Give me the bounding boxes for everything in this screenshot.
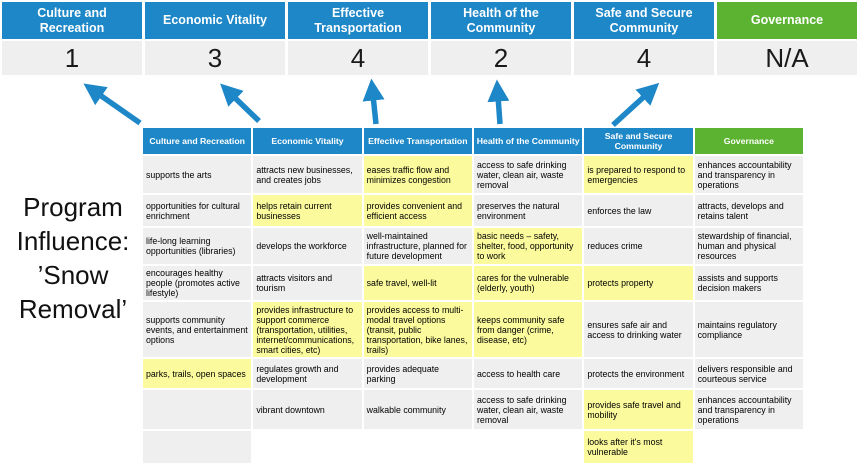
matrix-cell-r6c1: parks, trails, open spaces	[143, 359, 251, 388]
priority-score-safe-and-secure-community: 4	[574, 41, 714, 75]
matrix-cell-r8c6	[695, 431, 803, 463]
matrix-cell-r1c6: enhances accountability and transparency…	[695, 156, 803, 193]
matrix-cell-r2c5: enforces the law	[584, 195, 692, 226]
priority-header-effective-transportation: Effective Transportation	[288, 2, 428, 39]
matrix-header-safe-and-secure-community: Safe and Secure Community	[584, 128, 692, 154]
priority-score-culture-and-recreation: 1	[2, 41, 142, 75]
matrix-cell-r5c1: supports community events, and entertain…	[143, 302, 251, 357]
matrix-cell-r1c1: supports the arts	[143, 156, 251, 193]
influence-arrow-3	[373, 95, 376, 124]
matrix-cell-r3c3: well-maintained infrastructure, planned …	[364, 228, 472, 264]
program-title-line-2: Influence:	[0, 224, 146, 258]
matrix-cell-r2c2: helps retain current businesses	[253, 195, 361, 226]
matrix-cell-r3c6: stewardship of financial, human and phys…	[695, 228, 803, 264]
matrix-cell-r7c3: walkable community	[364, 390, 472, 429]
matrix-cell-r2c6: attracts, develops and retains talent	[695, 195, 803, 226]
matrix-cell-r8c4	[474, 431, 582, 463]
priority-header-economic-vitality: Economic Vitality	[145, 2, 285, 39]
priority-header-governance: Governance	[717, 2, 857, 39]
matrix-cell-r3c5: reduces crime	[584, 228, 692, 264]
matrix-cell-r3c4: basic needs – safety, shelter, food, opp…	[474, 228, 582, 264]
influence-arrow-1	[97, 93, 140, 123]
matrix-header-economic-vitality: Economic Vitality	[253, 128, 361, 154]
matrix-cell-r7c6: enhances accountability and transparency…	[695, 390, 803, 429]
priority-score-health-of-the-community: 2	[431, 41, 571, 75]
matrix-cell-r8c3	[364, 431, 472, 463]
matrix-header-health-of-the-community: Health of the Community	[474, 128, 582, 154]
matrix-table: Culture and RecreationEconomic VitalityE…	[143, 128, 803, 463]
influence-arrow-5	[613, 94, 647, 125]
matrix-cell-r6c3: provides adequate parking	[364, 359, 472, 388]
matrix-header-governance: Governance	[695, 128, 803, 154]
matrix-cell-r4c2: attracts visitors and tourism	[253, 266, 361, 300]
matrix-cell-r8c1	[143, 431, 251, 463]
matrix-cell-r6c4: access to health care	[474, 359, 582, 388]
matrix-cell-r2c3: provides convenient and efficient access	[364, 195, 472, 226]
matrix-cell-r5c5: ensures safe air and access to drinking …	[584, 302, 692, 357]
matrix-cell-r6c2: regulates growth and development	[253, 359, 361, 388]
matrix-cell-r2c4: preserves the natural environment	[474, 195, 582, 226]
matrix-cell-r5c3: provides access to multi-modal travel op…	[364, 302, 472, 357]
matrix-cell-r3c2: develops the workforce	[253, 228, 361, 264]
influence-arrow-4	[498, 96, 500, 124]
matrix-cell-r4c4: cares for the vulnerable (elderly, youth…	[474, 266, 582, 300]
program-title-line-1: Program	[0, 190, 146, 224]
matrix-cell-r5c4: keeps community safe from danger (crime,…	[474, 302, 582, 357]
matrix-cell-r4c1: encourages healthy people (promotes acti…	[143, 266, 251, 300]
matrix-cell-r2c1: opportunities for cultural enrichment	[143, 195, 251, 226]
priority-score-effective-transportation: 4	[288, 41, 428, 75]
matrix-cell-r6c5: protects the environment	[584, 359, 692, 388]
matrix-cell-r7c5: provides safe travel and mobility	[584, 390, 692, 429]
program-title-line-4: Removal’	[0, 292, 146, 326]
matrix-cell-r8c2	[253, 431, 361, 463]
matrix-header-culture-and-recreation: Culture and Recreation	[143, 128, 251, 154]
program-title-line-3: ’Snow	[0, 258, 146, 292]
matrix-cell-r1c4: access to safe drinking water, clean air…	[474, 156, 582, 193]
matrix-cell-r1c3: eases traffic flow and minimizes congest…	[364, 156, 472, 193]
matrix-cell-r1c2: attracts new businesses, and creates job…	[253, 156, 361, 193]
matrix-cell-r7c4: access to safe drinking water, clean air…	[474, 390, 582, 429]
matrix-cell-r4c5: protects property	[584, 266, 692, 300]
priority-summary: Culture and RecreationEconomic VitalityE…	[2, 2, 857, 75]
priority-header-culture-and-recreation: Culture and Recreation	[2, 2, 142, 39]
matrix-cell-r6c6: delivers responsible and courteous servi…	[695, 359, 803, 388]
priority-header-safe-and-secure-community: Safe and Secure Community	[574, 2, 714, 39]
matrix-cell-r5c2: provides infrastructure to support comme…	[253, 302, 361, 357]
matrix-header-effective-transportation: Effective Transportation	[364, 128, 472, 154]
slide: Culture and RecreationEconomic VitalityE…	[0, 0, 859, 465]
matrix-cell-r8c5: looks after it's most vulnerable	[584, 431, 692, 463]
priority-header-health-of-the-community: Health of the Community	[431, 2, 571, 39]
influence-arrow-2	[232, 95, 259, 121]
matrix-cell-r7c2: vibrant downtown	[253, 390, 361, 429]
matrix-cell-r4c3: safe travel, well-lit	[364, 266, 472, 300]
program-title: Program Influence: ’Snow Removal’	[0, 190, 146, 326]
matrix-cell-r5c6: maintains regulatory compliance	[695, 302, 803, 357]
matrix-cell-r4c6: assists and supports decision makers	[695, 266, 803, 300]
matrix-cell-r7c1	[143, 390, 251, 429]
matrix-cell-r1c5: is prepared to respond to emergencies	[584, 156, 692, 193]
priority-score-economic-vitality: 3	[145, 41, 285, 75]
priority-score-governance: N/A	[717, 41, 857, 75]
matrix-cell-r3c1: life-long learning opportunities (librar…	[143, 228, 251, 264]
